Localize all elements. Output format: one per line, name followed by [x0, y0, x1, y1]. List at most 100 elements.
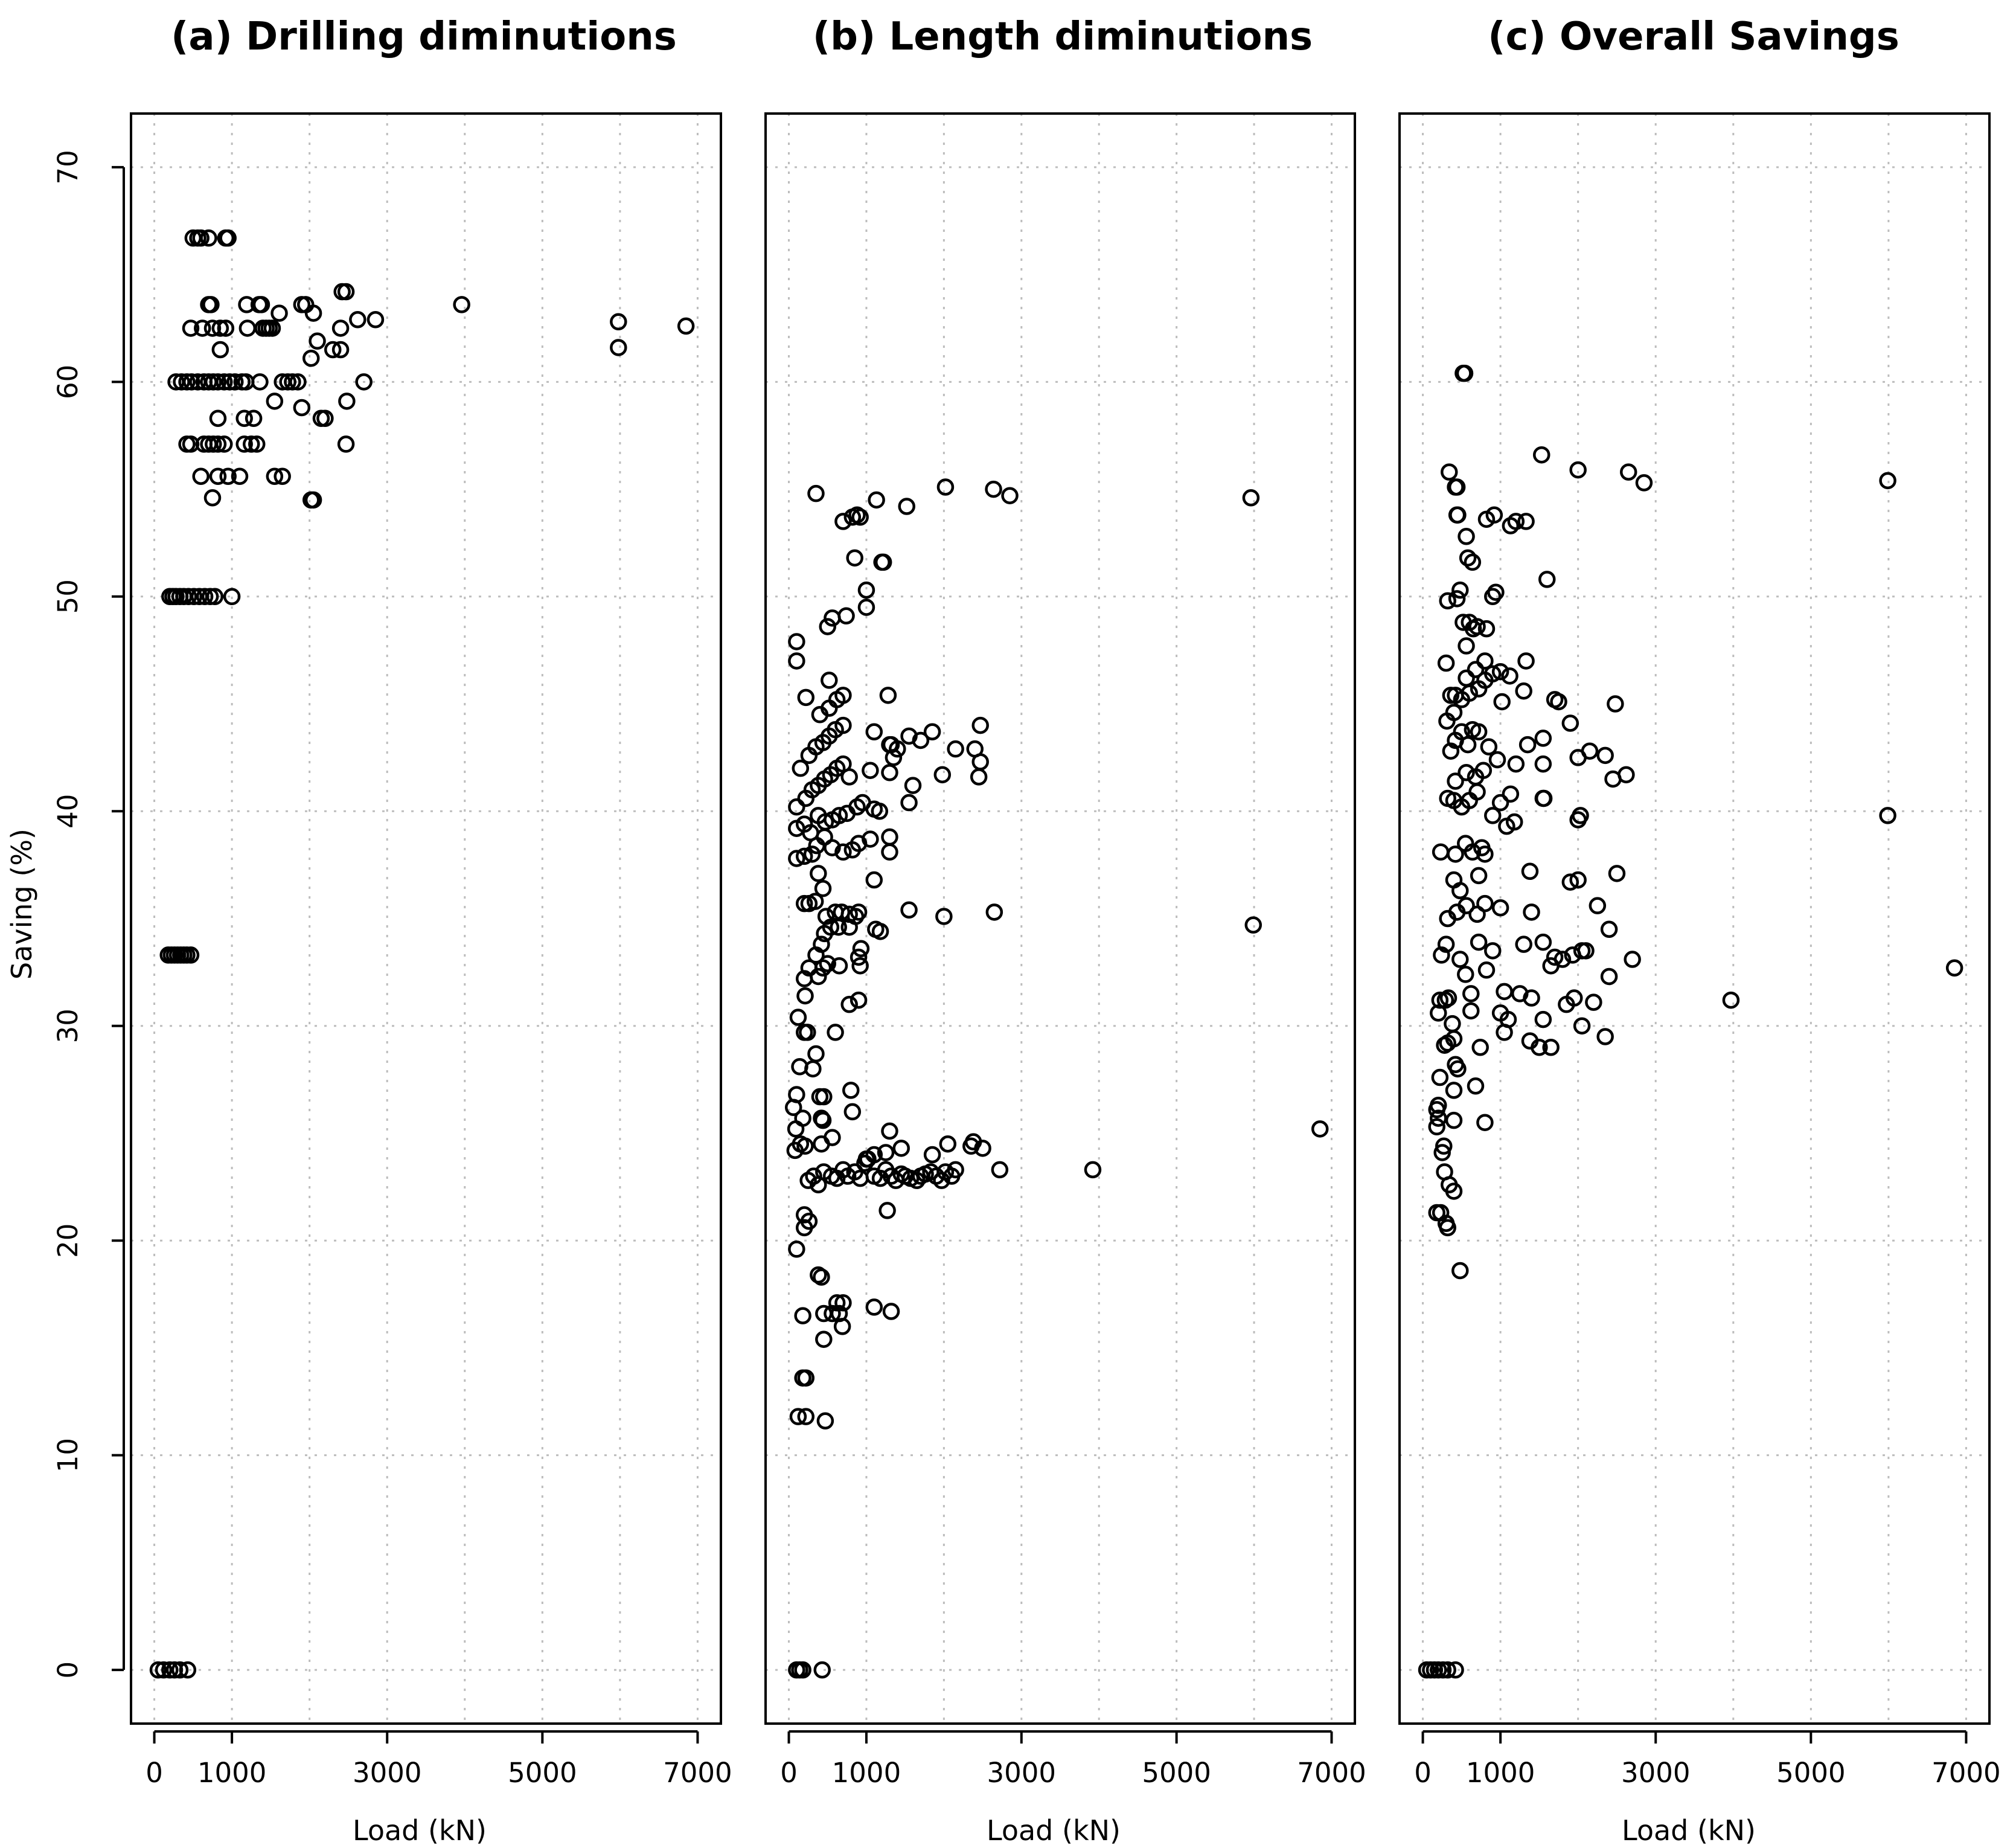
panel-b-point-55 [991, 1161, 1009, 1179]
panel-a-point-74 [211, 341, 229, 359]
panel-b-point-205 [807, 484, 825, 502]
panel-c-point-80 [1542, 957, 1560, 975]
panel-c-point-61 [1437, 935, 1455, 953]
panel-c-point-16 [1435, 1137, 1453, 1155]
panel-c-point-20 [1430, 1097, 1447, 1114]
panel-c-point-53 [1565, 989, 1583, 1007]
panel-b-point-96 [814, 959, 832, 977]
panel-b-point-5 [797, 1408, 815, 1425]
panel-b-point-4 [789, 1408, 807, 1425]
panel-c-point-119 [1618, 766, 1635, 784]
panel-a-point-44 [248, 435, 266, 453]
panel-a-point-71 [284, 373, 301, 391]
panel-c-point-123 [1459, 736, 1477, 754]
y-axis-label: Saving (%) [5, 829, 38, 980]
panel-a-ytick-label-60: 60 [52, 365, 84, 399]
panel-b-point-186 [834, 687, 852, 704]
panel-c-point-66 [1546, 948, 1564, 966]
panel-a-point-5 [179, 1661, 197, 1679]
panel-c-point-176 [1448, 478, 1466, 496]
panel-a-ytick-label-30: 30 [52, 1009, 84, 1043]
panel-a-point-47 [235, 409, 253, 428]
panel-a-point-98 [453, 296, 470, 313]
panel-b-point-67 [1311, 1120, 1329, 1138]
panel-c-point-39 [1462, 1002, 1480, 1020]
panel-c-point-109 [1535, 789, 1553, 807]
panel-b-point-76 [814, 1111, 832, 1129]
panel-c-point-174 [1449, 506, 1467, 524]
panel-b-point-126 [788, 850, 805, 867]
panel-b-point-13 [824, 1304, 841, 1323]
panel-c-point-42 [1534, 1010, 1552, 1028]
panel-a-point-73 [355, 373, 373, 391]
panel-b-point-119 [1244, 916, 1262, 934]
panel-c-point-38 [1444, 1015, 1461, 1033]
panel-c-point-149 [1467, 661, 1485, 678]
panel-b-point-97 [819, 955, 836, 972]
panel-b-point-66 [881, 1122, 898, 1140]
panel-b-point-136 [881, 843, 898, 861]
panel-c-point-133 [1445, 704, 1463, 722]
panel-c-point-71 [1600, 920, 1618, 938]
panel-c-point-172 [1517, 513, 1535, 530]
panel-b-point-125 [810, 865, 827, 882]
panel-b-point-115 [850, 903, 868, 921]
panel-b-point-99 [851, 957, 869, 975]
panel-b-point-2 [794, 1661, 811, 1679]
panel-a-ytick-label-20: 20 [52, 1224, 84, 1258]
panel-b-point-198 [846, 549, 863, 567]
panel-b-point-197 [857, 581, 875, 599]
panel-a-point-102 [366, 310, 385, 329]
panel-b-point-207 [898, 498, 915, 515]
panel-c-point-57 [1451, 951, 1469, 968]
panel-a-point-112 [219, 229, 237, 247]
panel-c-point-17 [1428, 1118, 1445, 1136]
panel-b-point-200 [874, 553, 892, 571]
panel-c-x-axis: 0 1000 3000 5000 7000 [1414, 1730, 2001, 1789]
panel-b-point-192 [788, 633, 805, 650]
panel-a-point-22 [196, 588, 214, 606]
panel-c-point-75 [1458, 897, 1475, 914]
panel-a-point-75 [302, 349, 320, 367]
panel-a-point-27 [209, 467, 227, 485]
panel-b-point-189 [971, 716, 989, 734]
panel-b-point-56 [1084, 1161, 1102, 1179]
panel-b-point-151 [904, 777, 922, 794]
panel-a-point-89 [331, 319, 350, 337]
panel-b-point-140 [802, 824, 819, 842]
panel-a: (a) Drilling diminutions 0 10 20 30 40 50 60 70… [52, 14, 732, 1847]
panel-b-point-209 [985, 480, 1002, 498]
panel-c-point-58 [1457, 966, 1474, 983]
panel-b-point-164 [881, 764, 898, 781]
panel-c-point-25 [1467, 1077, 1485, 1095]
panel-c-point-83 [1451, 882, 1469, 900]
panel-a-point-30 [266, 467, 284, 485]
panel-c-point-35 [1542, 1039, 1560, 1056]
panel-c-point-125 [1470, 723, 1488, 740]
panel-a-point-42 [235, 435, 253, 453]
panel-b-point-179 [971, 753, 989, 771]
panel-a-point-56 [178, 373, 196, 391]
panel-c-point-49 [1496, 983, 1513, 1001]
panel-c-point-78 [1491, 899, 1509, 917]
panel-b-point-110 [817, 908, 835, 925]
panel-a-point-61 [205, 373, 222, 391]
panel-b-point-154 [788, 798, 805, 816]
panel-b-point-182 [912, 731, 930, 749]
panel-c-point-171 [1507, 513, 1525, 530]
panel-b-point-103 [813, 935, 830, 953]
panel-a-point-77 [324, 341, 342, 359]
panel-a-point-64 [221, 373, 238, 391]
panel-c-point-165 [1459, 549, 1477, 567]
panel-a-point-84 [238, 319, 257, 337]
panel-c-point-110 [1447, 772, 1464, 790]
panel-b-point-196 [857, 598, 875, 616]
panel-b-point-58 [865, 1146, 883, 1164]
panel-a-xtick-label-0: 0 [146, 1757, 163, 1789]
panel-a-point-55 [173, 373, 190, 391]
panel-c-point-147 [1437, 654, 1455, 672]
panel-a-point-20 [185, 588, 203, 606]
panel-b-point-208 [936, 478, 955, 496]
panel-b-point-15 [828, 1294, 846, 1312]
panel-c-point-113 [1474, 762, 1493, 779]
